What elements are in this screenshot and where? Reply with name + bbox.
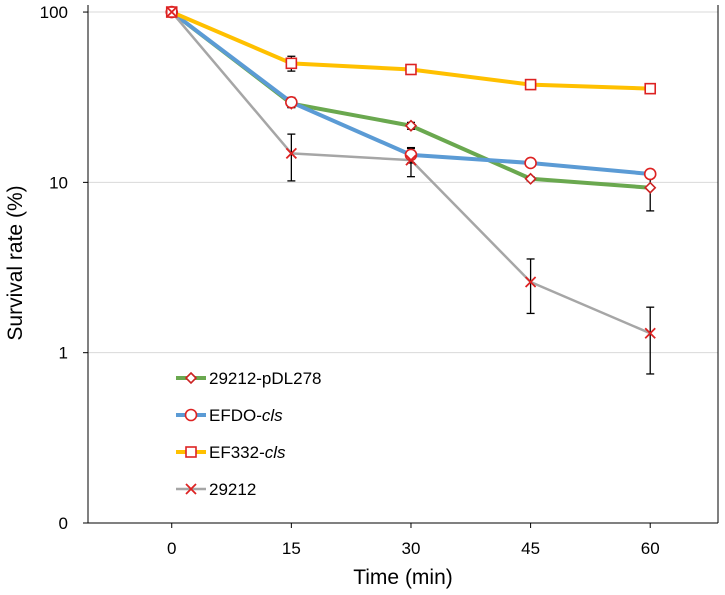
x-tick-label: 30 xyxy=(402,539,421,558)
marker-29212 xyxy=(524,276,537,288)
marker-efdo-cls xyxy=(643,167,657,181)
legend-label-italic: cls xyxy=(262,406,283,425)
legend-swatch-marker-stroke xyxy=(185,483,197,495)
legend-swatch-marker xyxy=(184,408,198,422)
legend-label-main: 29212-pDL278 xyxy=(209,369,321,388)
error-bar-29212 xyxy=(646,306,655,375)
legend-label-main: EF332- xyxy=(209,443,265,462)
legend-swatch-marker xyxy=(184,371,198,385)
x-tick-label: 60 xyxy=(641,539,660,558)
x-axis-title: Time (min) xyxy=(353,566,453,589)
x-tick-label: 0 xyxy=(167,539,176,558)
legend-label-italic: cls xyxy=(265,443,286,462)
y-axis-title: Survival rate (%) xyxy=(4,185,27,340)
axes xyxy=(87,5,719,524)
legend-label: 29212-pDL278 xyxy=(209,369,321,388)
y-tick-label: 100 xyxy=(40,3,68,22)
legend-label: EF332-cls xyxy=(209,443,286,462)
marker-29212 xyxy=(644,327,656,339)
x-tick-labels: 0 15 30 45 60 xyxy=(167,539,660,558)
series-line-ef332-cls xyxy=(170,10,651,91)
marker-ef332-cls xyxy=(644,82,657,95)
legend-label-main: EFDO- xyxy=(209,406,262,425)
marker-29212-stroke xyxy=(405,154,417,166)
legend-label: EFDO-cls xyxy=(209,406,283,425)
series-markers xyxy=(165,5,657,339)
legend-item-ef332-cls: EF332-cls xyxy=(176,443,286,462)
legend-item-29212-pdl278: 29212-pDL278 xyxy=(176,369,321,388)
marker-ef332-cls xyxy=(524,78,537,91)
gridlines xyxy=(88,11,718,354)
tick-marks xyxy=(83,11,651,528)
marker-29212-stroke xyxy=(285,147,297,160)
marker-29212-pdl278 xyxy=(404,119,418,132)
marker-29212 xyxy=(166,6,178,18)
marker-ef332-cls xyxy=(405,63,417,76)
series-error-bars xyxy=(287,55,655,375)
x-tick-label: 15 xyxy=(282,539,301,558)
legend-label-main: 29212 xyxy=(209,480,256,499)
legend-item-efdo-cls: EFDO-cls xyxy=(176,406,283,425)
error-bar-29212 xyxy=(287,133,296,182)
marker-efdo-cls xyxy=(524,156,537,170)
y-tick-label-bottom: 0 xyxy=(59,514,68,533)
marker-efdo-cls xyxy=(404,148,418,162)
legend-label: 29212 xyxy=(209,480,256,499)
y-tick-label: 1 xyxy=(59,344,68,363)
y-tick-labels: 100 10 1 xyxy=(40,3,68,363)
marker-29212 xyxy=(285,147,297,160)
marker-29212-pdl278 xyxy=(644,181,657,194)
marker-29212 xyxy=(405,154,417,166)
error-bar-29212 xyxy=(526,258,535,315)
x-tick-label: 45 xyxy=(521,539,540,558)
y-tick-label: 10 xyxy=(49,173,68,192)
marker-ef332-cls xyxy=(285,57,298,70)
marker-29212-stroke xyxy=(644,327,656,339)
marker-29212-pdl278 xyxy=(524,172,537,185)
marker-29212-stroke xyxy=(524,276,537,288)
marker-efdo-cls xyxy=(285,96,298,109)
legend-item-29212: 29212 xyxy=(176,480,256,499)
legend-swatch-marker xyxy=(185,446,197,458)
marker-29212-stroke xyxy=(166,6,178,18)
legend-swatch-marker xyxy=(185,483,197,495)
